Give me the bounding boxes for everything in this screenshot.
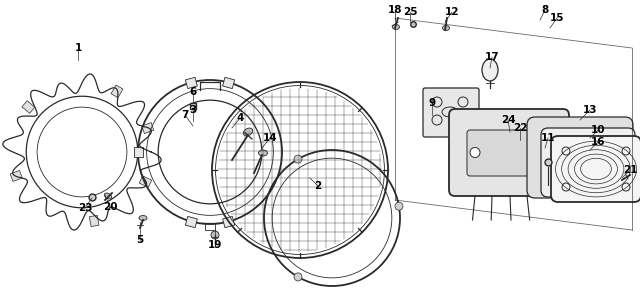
Ellipse shape [139,215,147,220]
Ellipse shape [482,59,498,81]
Text: 24: 24 [500,115,515,125]
Text: 21: 21 [623,165,637,175]
Text: 15: 15 [550,13,564,23]
Circle shape [395,202,403,210]
Bar [90,215,99,227]
Bar [186,77,197,88]
Bar [22,101,35,113]
Text: 23: 23 [77,203,92,213]
FancyBboxPatch shape [527,117,633,198]
Bar [141,123,154,133]
Text: 17: 17 [484,52,499,62]
Text: 5: 5 [136,235,143,245]
Text: 4: 4 [236,113,244,123]
Text: 9: 9 [428,98,436,108]
Text: 16: 16 [591,137,605,147]
Bar [134,147,143,157]
Text: 12: 12 [445,7,460,17]
FancyBboxPatch shape [449,109,569,196]
Text: 22: 22 [513,123,527,133]
Bar [223,77,235,88]
FancyBboxPatch shape [551,136,640,202]
FancyBboxPatch shape [423,88,479,137]
Text: 19: 19 [208,240,222,250]
Bar [111,85,123,98]
Text: 13: 13 [583,105,597,115]
Text: 3: 3 [189,105,196,115]
Bar [10,171,22,181]
Text: 14: 14 [262,133,277,143]
Text: 10: 10 [591,125,605,135]
Bar [223,216,235,228]
Ellipse shape [243,128,253,136]
Text: 7: 7 [181,110,189,120]
Ellipse shape [104,193,112,199]
Bar [140,176,152,187]
Circle shape [294,273,302,281]
Circle shape [538,147,548,157]
Text: 11: 11 [541,133,556,143]
Ellipse shape [442,25,449,30]
Bar [186,216,197,228]
FancyBboxPatch shape [467,130,551,176]
Text: 1: 1 [74,43,82,53]
Ellipse shape [392,25,399,29]
Text: 20: 20 [103,202,117,212]
Text: 2: 2 [314,181,322,191]
FancyBboxPatch shape [541,128,635,197]
Text: 25: 25 [403,7,417,17]
Text: 18: 18 [388,5,403,15]
Text: 8: 8 [541,5,548,15]
Ellipse shape [259,150,268,156]
Circle shape [211,231,219,239]
Circle shape [470,147,480,157]
Text: 6: 6 [189,87,196,97]
Circle shape [294,155,302,163]
